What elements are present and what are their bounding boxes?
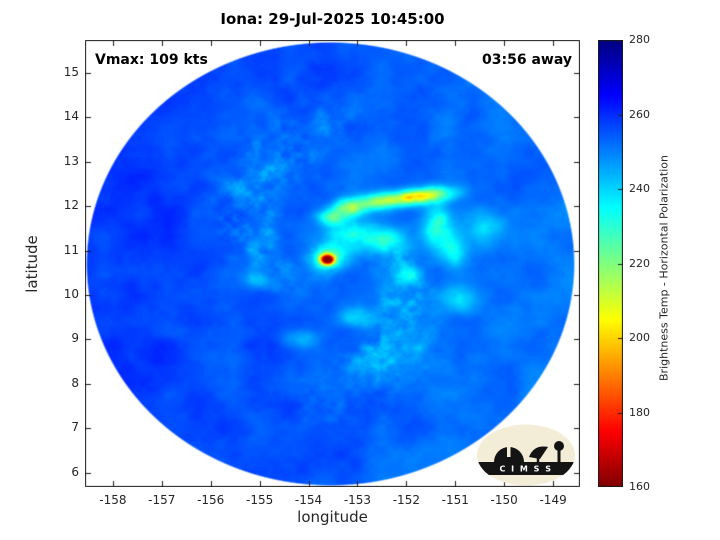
logo-ground-band [477,462,575,475]
y-tick-label: 6 [71,464,79,479]
y-tick-label: 14 [63,109,79,124]
radar-dish-icon [529,446,548,459]
y-axis-label: latitude [23,235,41,293]
dome-slit [507,447,511,457]
x-tick-label: -154 [294,493,323,507]
plot-area: Vmax: 109 kts 03:56 away C I M S S [85,40,580,487]
brightness-temp-heatmap [85,40,580,487]
y-tick-label: 7 [71,420,79,435]
x-tick-label: -156 [197,493,225,507]
colorbar-tick-label: 280 [629,33,650,46]
x-tick-label: -158 [99,493,127,507]
colorbar-tick-label: 160 [629,480,650,493]
y-tick-label: 8 [71,375,79,390]
colorbar-label: Brightness Temp - Horizontal Polarizatio… [657,155,671,381]
cimss-logo: C I M S S [477,424,575,486]
y-tick-label: 10 [63,287,79,302]
time-away-annotation: 03:56 away [482,52,572,68]
x-tick-label: -149 [539,493,567,507]
colorbar-tick-label: 260 [629,107,650,121]
x-tick-label: -151 [441,493,469,507]
y-tick-label: 15 [63,64,79,79]
water-tower-leg [557,448,561,462]
colorbar-tick-label: 180 [629,405,650,419]
colorbar [598,40,623,487]
x-tick-label: -153 [343,493,372,507]
x-tick-label: -155 [245,493,274,507]
colorbar-tick-label: 240 [629,182,650,195]
y-tick-label: 13 [63,153,79,168]
colorbar-tick-label: 220 [629,256,650,270]
water-tower-top-icon [554,441,564,451]
x-axis-label: longitude [297,508,368,526]
x-tick-label: -150 [490,493,518,507]
y-tick-label: 11 [63,242,79,257]
logo-text: C I M S S [500,465,553,474]
vmax-annotation: Vmax: 109 kts [95,52,208,68]
y-tick-label: 9 [71,331,79,346]
x-tick-label: -157 [148,493,176,507]
colorbar-tick-label: 200 [629,331,650,344]
y-tick-label: 12 [63,198,79,213]
chart-title: Iona: 29-Jul-2025 10:45:00 [220,10,445,28]
x-tick-label: -152 [392,493,420,507]
